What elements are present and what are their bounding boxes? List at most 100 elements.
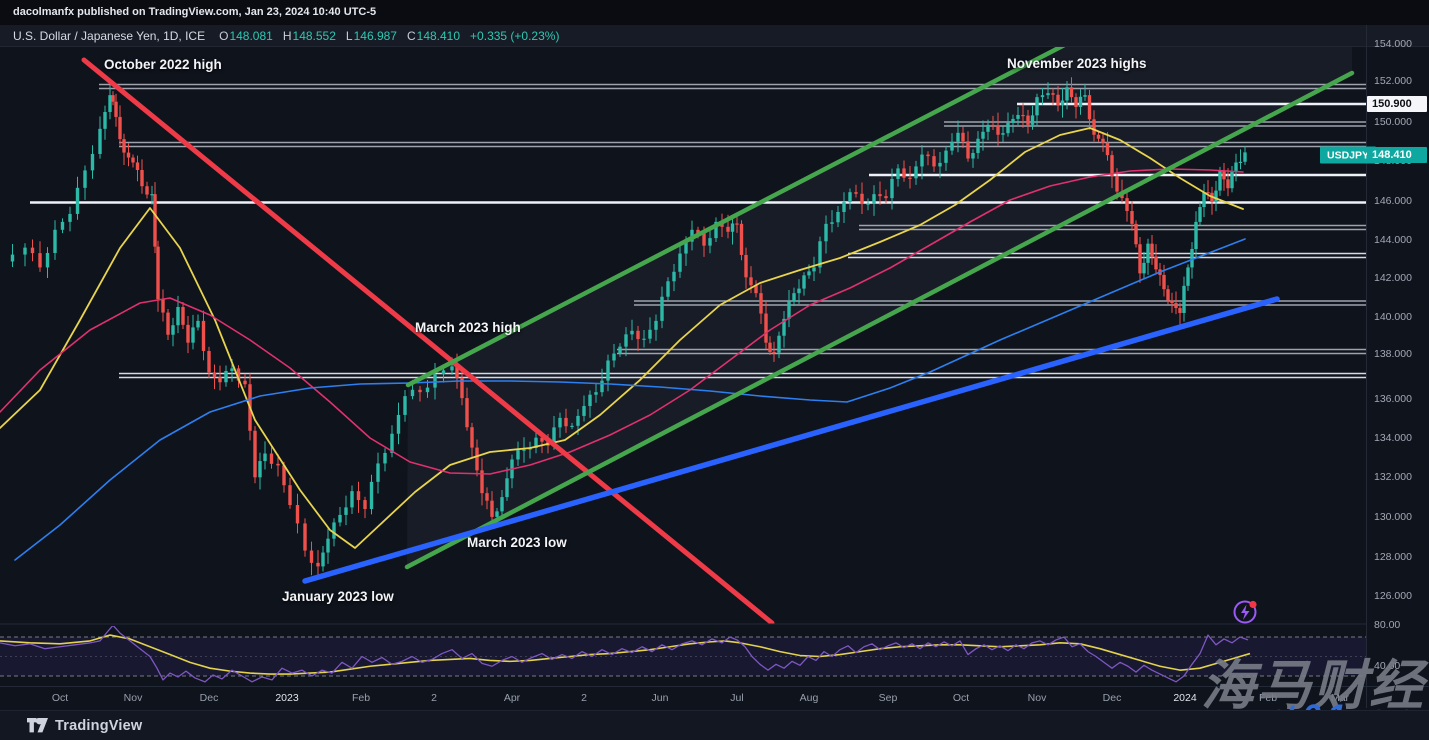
candle-body: [1142, 262, 1146, 274]
candle-body: [363, 500, 367, 509]
candle-body: [606, 360, 610, 381]
candle-body: [1069, 87, 1074, 98]
candle-body: [10, 254, 15, 262]
candle-body: [684, 241, 688, 254]
candle-body: [122, 139, 126, 153]
candle-body: [53, 229, 57, 253]
annotation-march-2023-low[interactable]: March 2023 low: [467, 535, 567, 550]
candle-body: [807, 271, 811, 276]
candle-body: [118, 116, 122, 140]
candle-body: [1150, 243, 1154, 257]
candle-body: [976, 138, 980, 153]
candle-body: [660, 296, 664, 321]
candle-body: [1035, 97, 1039, 116]
candle-body: [1092, 119, 1096, 135]
candle-body: [1101, 138, 1105, 143]
candle-body: [1065, 87, 1069, 101]
candle-body: [1115, 176, 1119, 192]
candle-body: [1243, 152, 1247, 162]
candle-body: [207, 350, 211, 373]
candle-body: [338, 514, 342, 523]
candle-body: [564, 417, 568, 427]
annotation-march-2023-high[interactable]: March 2023 high: [415, 320, 521, 335]
time-axis-label-nov: Nov: [123, 692, 143, 704]
price-axis-label: 142.000: [1374, 272, 1412, 284]
candle-body: [708, 238, 712, 246]
price-axis-label: 146.000: [1374, 195, 1412, 207]
candle-body: [726, 226, 730, 232]
symbol-header[interactable]: U.S. Dollar / Japanese Yen, 1D, ICE O148…: [0, 25, 1429, 47]
low-value: L146.987: [345, 28, 397, 43]
support-resistance-layer: [30, 83, 1366, 379]
flash-idea-icon[interactable]: [1233, 600, 1257, 624]
candle-body: [612, 353, 616, 361]
candle-body: [1162, 274, 1166, 290]
publish-text: dacolmanfx published on TradingView.com,…: [13, 6, 377, 18]
candle-body: [1202, 192, 1206, 208]
candle-body: [500, 497, 504, 512]
trendlines-layer: [81, 25, 1355, 624]
yellow-ma: [0, 127, 1244, 549]
candle-body: [316, 562, 320, 567]
candle-body: [470, 427, 474, 448]
candle-body: [836, 211, 840, 223]
candle-body: [648, 329, 652, 339]
tradingview-logo[interactable]: TradingView: [27, 718, 142, 734]
time-axis-label-oct: Oct: [952, 692, 970, 704]
candle-body: [103, 111, 107, 129]
candle-body: [480, 470, 484, 494]
candle-body: [961, 132, 965, 142]
candle-body: [582, 406, 586, 416]
candle-body: [787, 301, 791, 319]
time-axis-label-2024: 2024: [1173, 692, 1197, 704]
candle-body: [896, 168, 900, 179]
candle-body: [558, 417, 562, 428]
annotation-january-2023-low[interactable]: January 2023 low: [282, 589, 394, 604]
candle-body: [460, 377, 464, 399]
candle-body: [920, 154, 924, 167]
candle-body: [1001, 133, 1005, 135]
price-axis-label: 134.000: [1374, 432, 1412, 444]
candle-body: [23, 247, 27, 255]
annotation-november-2023-highs[interactable]: November 2023 highs: [1007, 56, 1147, 71]
candle-body: [153, 194, 157, 247]
candle-body: [768, 342, 772, 352]
candle-body: [505, 478, 509, 498]
candle-body: [618, 346, 622, 354]
candle-body: [777, 335, 781, 353]
candle-body: [166, 312, 170, 335]
candle-body: [1134, 223, 1138, 245]
price-axis-label: 152.000: [1374, 75, 1412, 87]
candle-body: [1206, 192, 1210, 194]
candle-body: [1078, 96, 1083, 108]
tradingview-logo-icon: [27, 718, 48, 733]
candle-body: [1186, 267, 1190, 286]
candle-body: [376, 463, 380, 482]
candle-body: [1016, 114, 1020, 119]
candle-body: [1011, 118, 1015, 123]
candle-body: [842, 202, 846, 212]
annotation-october-2022-high[interactable]: October 2022 high: [104, 57, 222, 72]
symbol-title[interactable]: U.S. Dollar / Japanese Yen, 1D, ICE: [13, 28, 206, 43]
candle-body: [140, 170, 144, 187]
candle-body: [156, 246, 160, 300]
candle-body: [1154, 256, 1158, 270]
candle-body: [1182, 285, 1186, 313]
candle-body: [744, 254, 748, 278]
candle-body: [263, 453, 267, 462]
candle-body: [282, 465, 286, 486]
candle-body: [1087, 95, 1092, 120]
candle-body: [739, 223, 744, 255]
candle-body: [350, 491, 354, 508]
candle-body: [176, 307, 180, 326]
candle-body: [730, 223, 735, 232]
candle-body: [38, 253, 42, 268]
candle-body: [1051, 93, 1055, 95]
watermark-cjk: 海马财经: [1201, 656, 1425, 716]
candle-body: [986, 124, 990, 132]
candle-body: [678, 253, 682, 272]
candle-body: [403, 396, 407, 415]
price-axis-label: 138.000: [1374, 348, 1412, 360]
